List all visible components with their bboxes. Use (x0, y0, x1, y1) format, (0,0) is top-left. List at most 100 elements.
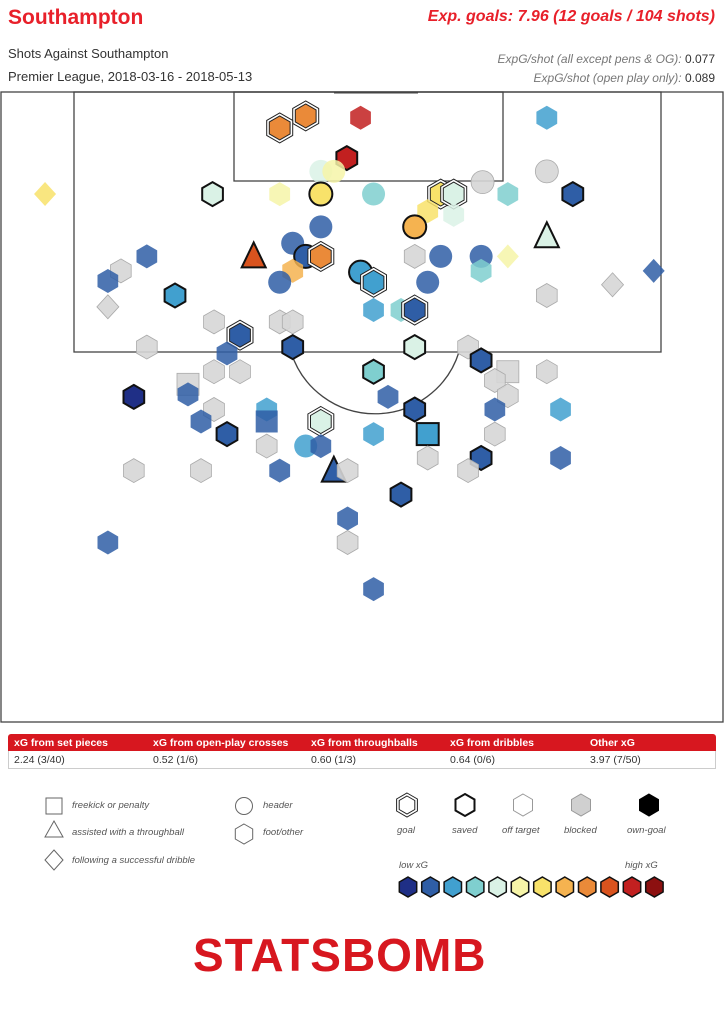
shot-marker-off (309, 215, 333, 239)
xg-color-scale (398, 876, 664, 898)
shot-marker-saved (362, 358, 385, 385)
shot-marker-blocked (600, 272, 625, 298)
legend-own-goal-label: own-goal (627, 825, 666, 836)
xg-scale-swatch (443, 876, 463, 898)
legend-high-xg-label: high xG (625, 860, 658, 871)
shot-marker-blocked (255, 433, 278, 459)
shot-marker-saved (201, 180, 224, 208)
header-other-xg: Other xG (590, 737, 635, 749)
own-goal-hexagon-icon (639, 793, 659, 817)
shot-marker-off (429, 244, 453, 268)
xg-scale-swatch (532, 876, 552, 898)
xg-scale-swatch (510, 876, 530, 898)
shot-marker-blocked (336, 458, 359, 484)
shot-marker-goal (292, 100, 320, 132)
shot-marker-blocked (470, 170, 495, 194)
shot-marker-blocked (484, 368, 506, 393)
shot-marker-saved (561, 180, 585, 208)
shot-marker-off (97, 530, 119, 555)
pitch-outline (0, 91, 724, 723)
xg-scale-swatch (398, 876, 418, 898)
penalty-arc (290, 351, 460, 415)
legend-header-label: header (263, 800, 293, 811)
shot-marker-saved (403, 333, 427, 361)
shot-marker-off (34, 182, 57, 207)
shot-marker-off (322, 159, 346, 183)
shot-marker-off (470, 258, 492, 283)
shot-marker-off (268, 270, 292, 294)
xg-scale-swatch (600, 876, 620, 898)
xg-per-shot-open-play: ExpG/shot (open play only): 0.089 (534, 71, 715, 85)
shot-marker-saved (403, 396, 427, 423)
shot-marker-blocked (190, 458, 212, 484)
shot-marker-saved (415, 422, 440, 447)
xg-scale-swatch (465, 876, 485, 898)
dribble-diamond-icon (44, 849, 64, 871)
value-throughballs: 0.60 (1/3) (311, 754, 356, 766)
shot-marker-off (642, 258, 665, 283)
shot-marker-off (269, 458, 291, 483)
shot-marker-goal (226, 319, 254, 351)
shot-marker-goal (307, 240, 335, 272)
shot-marker-off (536, 105, 558, 130)
shot-marker-off (310, 434, 332, 459)
shot-marker-blocked (203, 359, 225, 385)
throughball-triangle-icon (44, 819, 64, 838)
shot-marker-saved (402, 214, 428, 240)
shot-marker-goal (307, 405, 335, 438)
shot-marker-off (550, 446, 571, 470)
shot-marker-off (190, 409, 212, 434)
goal-hexagon-icon (396, 792, 418, 818)
shot-marker-blocked (484, 421, 506, 447)
shot-marker-off (469, 244, 493, 268)
value-open-play-crosses: 0.52 (1/6) (153, 754, 198, 766)
xg-per-shot-all-label: ExpG/shot (all except pens & OG): (497, 52, 682, 66)
shot-marker-saved (533, 219, 561, 249)
shot-marker-off (269, 182, 291, 207)
legend-saved-label: saved (452, 825, 478, 836)
shot-marker-blocked (534, 159, 559, 184)
shot-marker-off (416, 270, 440, 294)
shot-marker-blocked (96, 294, 120, 320)
shot-map (0, 91, 724, 723)
shot-marker-blocked (403, 243, 426, 269)
shot-marker-saved (308, 181, 334, 207)
shot-marker-off (362, 182, 386, 206)
xg-scale-swatch (420, 876, 440, 898)
foot-hexagon-icon (234, 823, 254, 845)
shot-marker-blocked (497, 383, 519, 409)
shot-marker-off (497, 182, 519, 207)
shot-marker-blocked (203, 309, 225, 335)
shot-marker-saved (469, 347, 493, 374)
shot-marker-off (377, 384, 399, 409)
freekick-square-icon (45, 797, 63, 815)
shot-marker-blocked (416, 445, 439, 471)
shot-marker-saved (122, 383, 146, 411)
header-throughballs: xG from throughballs (311, 737, 418, 749)
shot-marker-blocked (281, 309, 304, 335)
xg-per-shot-all-value: 0.077 (684, 52, 715, 66)
shot-marker-off (97, 269, 119, 293)
shot-marker-goal (266, 112, 294, 144)
shot-marker-off (484, 397, 506, 422)
shot-marker-goal (401, 294, 429, 326)
xg-scale-swatch (622, 876, 642, 898)
shot-marker-off (136, 244, 158, 269)
header-open-play-crosses: xG from open-play crosses (153, 737, 289, 749)
legend-blocked-label: blocked (564, 825, 597, 836)
shot-marker-saved (215, 420, 239, 448)
legend-freekick-label: freekick or penalty (72, 800, 150, 811)
shot-marker-saved (389, 481, 413, 508)
shot-marker-blocked (136, 334, 158, 360)
legend-foot-label: foot/other (263, 827, 304, 838)
legend-dribble-label: following a successful dribble (72, 855, 196, 866)
shot-marker-off (363, 577, 384, 602)
off-target-hexagon-icon (513, 793, 533, 817)
legend-goal-label: goal (397, 825, 415, 836)
chart-subtitle: Shots Against Southampton (8, 46, 169, 61)
xg-breakdown-table: xG from set pieces xG from open-play cro… (8, 734, 716, 770)
header-circle-icon (235, 797, 253, 815)
header-set-pieces: xG from set pieces (14, 737, 108, 749)
shot-marker-off (350, 105, 371, 130)
team-title: Southampton (8, 6, 144, 29)
